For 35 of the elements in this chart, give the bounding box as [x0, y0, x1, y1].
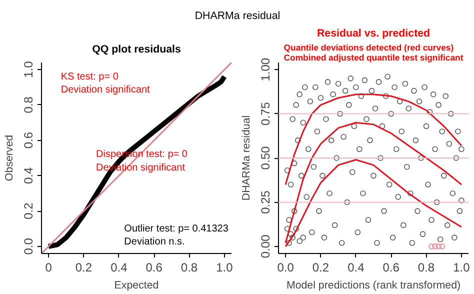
x-tick-label: 1.0	[453, 260, 470, 274]
x-tick-label: 0.6	[146, 260, 163, 274]
chart-title: QQ plot residuals	[92, 44, 181, 56]
x-axis-title: Expected	[114, 280, 159, 292]
y-tick-label: 1.0	[22, 60, 36, 78]
x-tick-label: 0.8	[180, 260, 198, 274]
x-tick-label: 0.2	[75, 260, 92, 274]
y-axis-title: DHARMa residual	[240, 115, 252, 201]
y-tick-label: 0.0	[22, 238, 36, 255]
x-tick-label: 0.0	[277, 260, 294, 274]
line-series	[284, 94, 462, 186]
x-tick-label: 0	[45, 260, 52, 274]
chart-subtitle: Quantile deviations detected (red curves) Combined adjusted quantile test significant	[284, 42, 464, 62]
y-axis-title: Observed	[4, 134, 16, 182]
y-tick-label: 0.6	[22, 132, 36, 149]
y-tick-label: 1.00	[258, 58, 272, 82]
annotation: Outlier test: p= 0.41323 Deviation n.s.	[124, 223, 229, 248]
x-tick-label: 0.6	[382, 260, 400, 274]
y-tick-label: 0.50	[258, 146, 272, 170]
x-tick-label: 0.4	[348, 260, 365, 274]
y-tick-label: 0.00	[258, 234, 272, 258]
annotation: KS test: p= 0 Deviation significant	[60, 71, 150, 96]
text: DHARMa residual	[194, 10, 280, 22]
chart-title: Residual vs. predicted	[316, 28, 430, 40]
x-axis-title: Model predictions (rank transformed)	[286, 280, 461, 292]
x-tick-label: 0.8	[418, 260, 435, 274]
line-series	[284, 122, 462, 244]
y-tick-label: 0.4	[22, 167, 36, 184]
y-tick-label: 0.25	[258, 190, 272, 214]
x-tick-label: 0.4	[110, 260, 128, 274]
y-tick-label: 0.8	[22, 96, 36, 114]
x-tick-label: 0.2	[312, 260, 330, 274]
y-tick-label: 0.2	[22, 202, 36, 220]
x-tick-label: 1.0	[216, 260, 234, 274]
y-tick-label: 0.75	[258, 102, 272, 126]
